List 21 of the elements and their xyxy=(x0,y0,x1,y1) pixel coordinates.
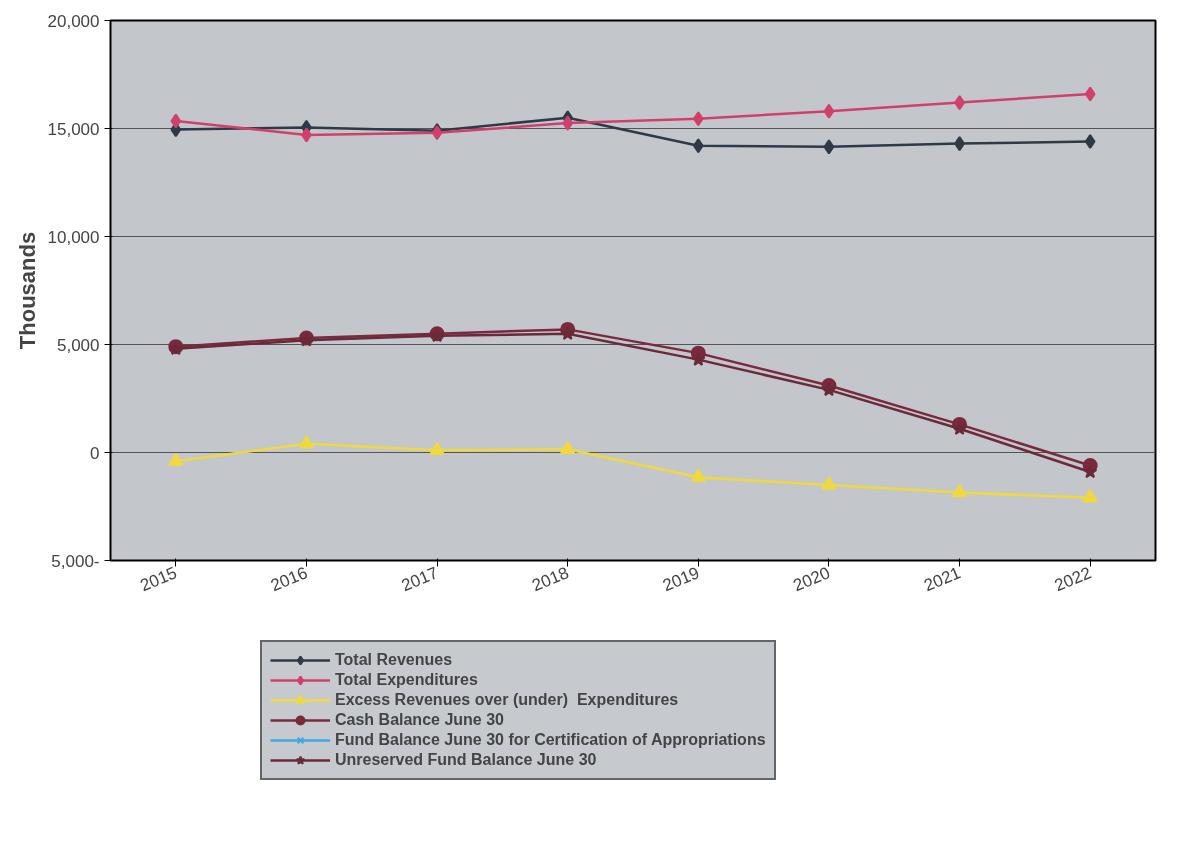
x-tick-label: 2022 xyxy=(1051,563,1095,596)
legend-label: Excess Revenues over (under) Expenditures xyxy=(335,691,679,709)
y-tick-label: 15,000 xyxy=(47,119,100,139)
legend-label: Total Expenditures xyxy=(335,671,478,689)
legend-label: Total Revenues xyxy=(335,651,453,669)
x-tick-label: 2015 xyxy=(137,563,180,596)
legend-label: Unreserved Fund Balance June 30 xyxy=(335,751,597,769)
y-tick-label: 0 xyxy=(90,443,100,463)
x-tick-label: 2019 xyxy=(659,563,703,596)
y-tick-label: 20,000 xyxy=(47,11,100,31)
y-tick-label: 5,000- xyxy=(51,551,100,571)
x-tick-label: 2016 xyxy=(268,563,311,596)
x-tick-label: 2021 xyxy=(921,563,964,596)
y-axis-title: Thousands xyxy=(14,231,40,350)
y-tick-label: 10,000 xyxy=(47,227,100,247)
legend-label: Cash Balance June 30 xyxy=(335,711,504,729)
legend-label: Fund Balance June 30 for Certification of Appropriations xyxy=(335,731,766,749)
x-tick-label: 2020 xyxy=(790,563,833,596)
y-tick-label: 5,000 xyxy=(56,335,100,355)
x-tick-label: 2018 xyxy=(529,563,572,596)
x-tick-label: 2017 xyxy=(398,563,441,596)
